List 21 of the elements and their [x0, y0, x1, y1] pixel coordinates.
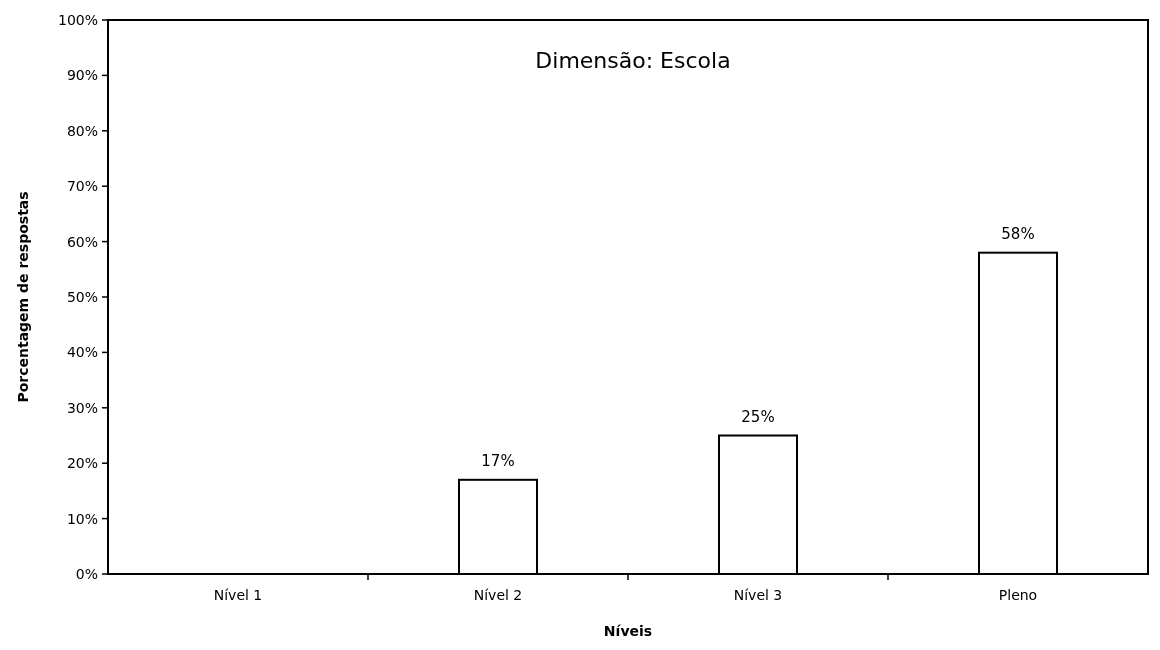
y-tick-label: 40%	[66, 344, 98, 361]
x-axis-title: Níveis	[603, 623, 653, 639]
y-tick-label: 0%	[75, 565, 98, 582]
data-label: 17%	[481, 451, 515, 470]
x-tick-label: Nível 1	[213, 587, 263, 603]
y-tick-label: 50%	[66, 288, 98, 305]
y-tick-label: 10%	[66, 510, 98, 527]
y-tick-label: 20%	[66, 455, 98, 472]
data-label: 58%	[1001, 224, 1035, 243]
y-tick-label: 60%	[66, 233, 98, 250]
text: Dimensão: Escola	[535, 48, 731, 73]
x-tick-label: Nível 3	[733, 587, 783, 603]
data-label: 25%	[741, 407, 775, 426]
y-tick-label: 30%	[66, 399, 98, 416]
x-tick-label: Pleno	[998, 587, 1038, 603]
y-tick-label: 90%	[66, 67, 98, 84]
y-tick-label: 70%	[66, 178, 98, 195]
y-tick-label: 80%	[66, 122, 98, 139]
x-tick-label: Nível 2	[473, 587, 523, 603]
y-tick-label: 100%	[57, 11, 98, 28]
y-axis-title: Porcentagem de respostas	[15, 191, 31, 403]
